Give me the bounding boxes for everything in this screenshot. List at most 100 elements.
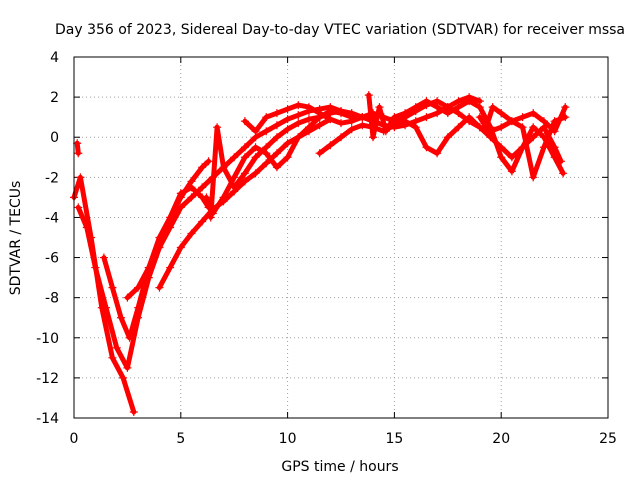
axis-ticks: 0 5 10 15 20 25 -14 -12 -10 -8 -6 -4 -2 0 2 4 <box>36 50 617 447</box>
data-point <box>76 173 85 182</box>
series-track-12 <box>73 139 83 158</box>
data-point <box>433 103 442 112</box>
x-tick-label: 0 <box>70 431 79 447</box>
data-point <box>240 177 249 186</box>
data-point <box>433 149 442 158</box>
data-point <box>108 283 117 292</box>
data-point <box>144 263 153 272</box>
data-point <box>187 193 196 202</box>
data-point <box>283 139 292 148</box>
x-tick-label: 10 <box>279 431 297 447</box>
data-point <box>198 217 207 226</box>
y-tick-label: -6 <box>45 251 59 267</box>
data-point <box>529 173 538 182</box>
data-point <box>198 163 207 172</box>
data-point <box>219 193 228 202</box>
data-point <box>497 153 506 162</box>
data-point <box>272 121 281 130</box>
data-point <box>198 183 207 192</box>
data-point <box>294 119 303 128</box>
data-point <box>251 127 260 136</box>
data-point <box>102 303 111 312</box>
data-point <box>123 293 132 302</box>
data-point <box>283 153 292 162</box>
data-point <box>326 141 335 150</box>
data-point <box>375 103 384 112</box>
data-point <box>390 113 399 122</box>
y-tick-label: -2 <box>45 170 59 186</box>
data-point <box>465 113 474 122</box>
data-point <box>507 117 516 126</box>
data-point <box>497 109 506 118</box>
data-point <box>262 143 271 152</box>
data-point <box>134 283 143 292</box>
data-point <box>155 243 164 252</box>
data-point <box>304 115 313 124</box>
data-point <box>129 407 138 416</box>
data-point <box>529 123 538 132</box>
series-line <box>477 104 568 180</box>
data-point <box>108 353 117 362</box>
data-point <box>230 183 239 192</box>
data-point <box>465 97 474 106</box>
data-point <box>119 373 128 382</box>
y-tick-label: -14 <box>36 411 59 427</box>
data-point <box>123 363 132 372</box>
data-point <box>272 149 281 158</box>
data-point <box>204 157 213 166</box>
data-point <box>176 193 185 202</box>
data-point <box>507 153 516 162</box>
data-point <box>337 119 345 128</box>
data-point <box>358 121 367 130</box>
data-point <box>369 133 378 142</box>
data-point <box>73 139 82 148</box>
chart-title: Day 356 of 2023, Sidereal Day-to-day VTE… <box>55 22 625 38</box>
data-point <box>497 123 506 132</box>
data-point <box>315 149 324 158</box>
data-point <box>116 313 125 322</box>
data-point <box>99 253 108 262</box>
y-tick-label: 4 <box>50 50 59 66</box>
data-point <box>422 113 431 122</box>
data-point <box>166 263 175 272</box>
data-point <box>550 153 559 162</box>
data-point <box>550 117 559 126</box>
data-point <box>125 333 134 342</box>
data-point <box>401 117 410 126</box>
data-point <box>283 125 292 134</box>
data-point <box>272 133 281 142</box>
y-axis-label: SDTVAR / TECUs <box>8 181 24 296</box>
x-axis-label: GPS time / hours <box>281 459 398 475</box>
data-point <box>240 143 249 152</box>
data-point <box>315 109 324 118</box>
data-point <box>411 123 420 132</box>
y-tick-label: -4 <box>45 210 59 226</box>
data-point <box>381 127 390 136</box>
x-tick-label: 15 <box>385 431 403 447</box>
data-point <box>283 105 292 114</box>
y-tick-label: -8 <box>45 291 59 307</box>
data-point <box>213 123 222 132</box>
data-point <box>347 117 356 126</box>
y-tick-label: -10 <box>36 331 59 347</box>
data-point <box>337 107 345 116</box>
data-point <box>262 127 271 136</box>
data-point <box>475 103 484 112</box>
data-point <box>82 223 91 232</box>
data-point <box>475 113 484 122</box>
data-point <box>315 121 324 130</box>
data-point <box>176 243 185 252</box>
data-point <box>337 133 345 142</box>
x-tick-label: 20 <box>492 431 510 447</box>
data-point <box>304 103 313 112</box>
data-point <box>219 163 228 172</box>
data-point <box>262 113 271 122</box>
data-point <box>443 109 452 118</box>
data-point <box>358 113 367 122</box>
data-point <box>262 159 271 168</box>
data-point <box>74 149 83 158</box>
data-point <box>529 109 538 118</box>
data-point <box>240 117 249 126</box>
data-point <box>488 103 497 112</box>
